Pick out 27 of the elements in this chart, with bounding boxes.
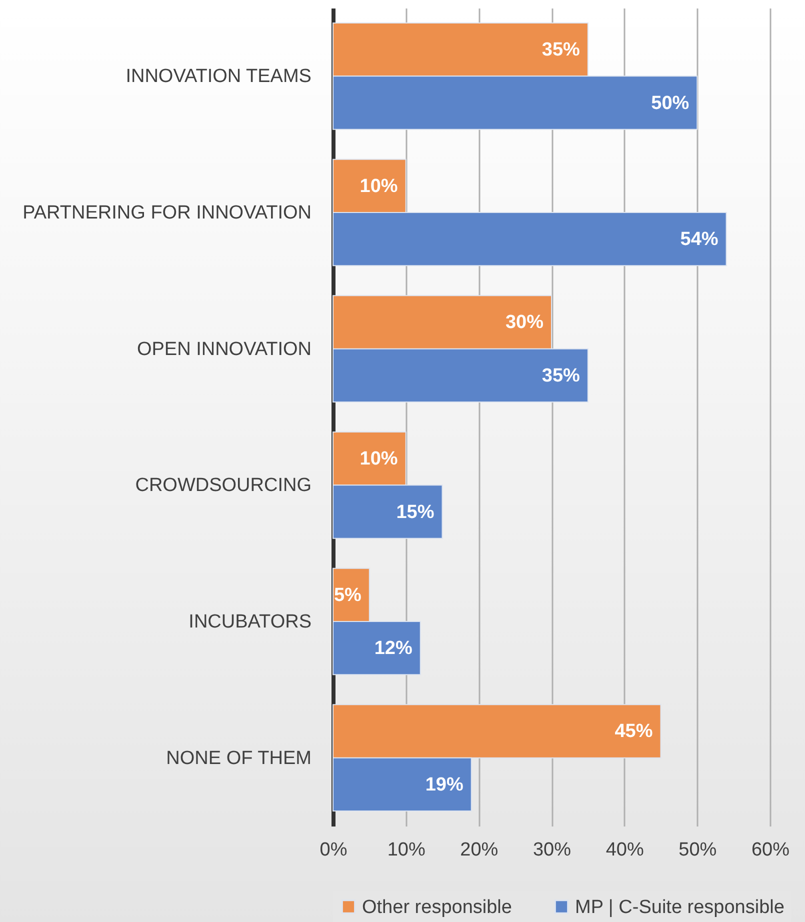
data-label: 10% <box>360 176 398 197</box>
x-tick-label: 30% <box>532 840 572 860</box>
data-label: 10% <box>360 448 398 470</box>
data-label: 54% <box>680 229 718 250</box>
data-label: 50% <box>651 92 690 114</box>
data-label: 12% <box>374 638 413 660</box>
y-tick-label: PARTNERING FOR INNOVATION <box>22 202 312 224</box>
y-tick-label: OPEN INNOVATION <box>136 338 312 360</box>
data-label: 30% <box>505 312 544 334</box>
data-label: 45% <box>614 721 653 742</box>
legend-label: Other responsible <box>362 896 512 918</box>
x-tick-label: 10% <box>387 840 426 860</box>
data-label: 19% <box>425 774 464 796</box>
data-label: 5% <box>334 584 362 606</box>
x-tick-label: 0% <box>320 840 348 860</box>
y-tick-label: INNOVATION TEAMS <box>126 66 312 88</box>
data-label: 35% <box>542 40 580 61</box>
y-tick-label: CROWDSOURCING <box>135 475 312 496</box>
data-label: 15% <box>396 502 434 523</box>
x-tick-label: 40% <box>606 840 644 860</box>
x-tick-label: 60% <box>751 840 790 860</box>
x-tick-label: 50% <box>678 840 717 860</box>
data-label: 35% <box>542 365 580 386</box>
x-tick-label: 20% <box>460 840 498 860</box>
y-tick-label: INCUBATORS <box>188 612 312 632</box>
y-tick-label: NONE OF THEM <box>166 748 312 769</box>
legend-label: MP | C-Suite responsible <box>575 896 784 918</box>
